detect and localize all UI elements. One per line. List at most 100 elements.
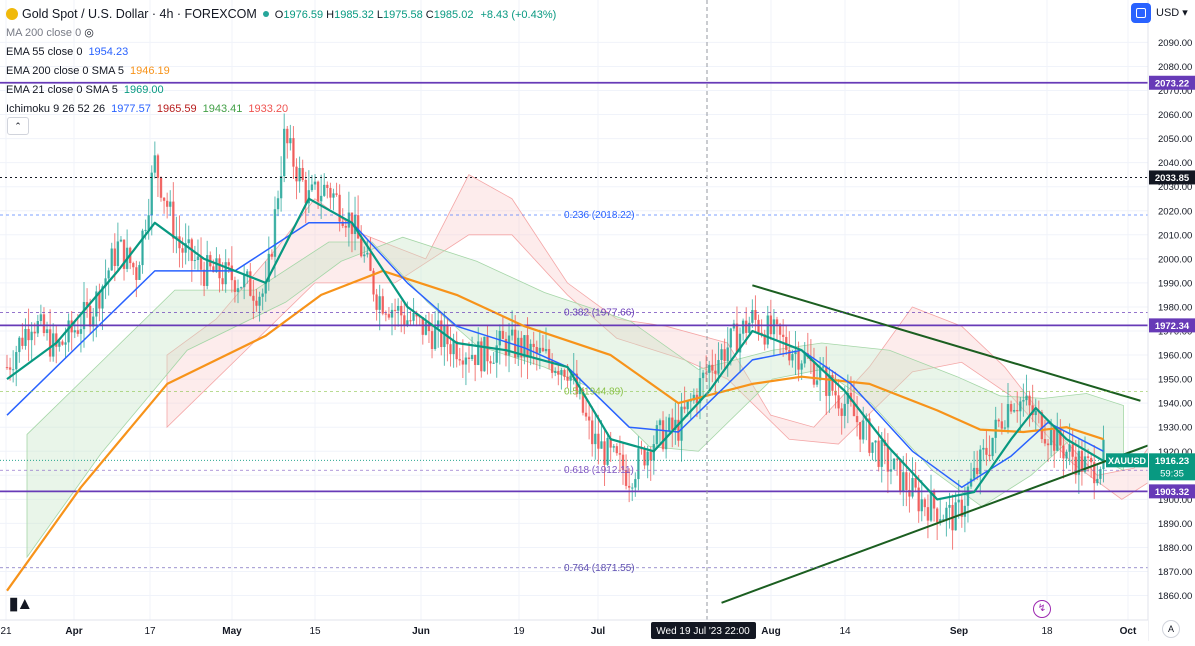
level-badge [1149, 75, 1195, 90]
candle-body [905, 472, 908, 490]
price-tick-label: 2040.00 [1158, 158, 1192, 169]
candle-body [67, 320, 70, 343]
candle-body [73, 330, 76, 333]
compare-button[interactable] [1131, 3, 1151, 23]
candle-body [914, 478, 917, 488]
candle-body [886, 445, 890, 472]
candle-body [655, 425, 659, 445]
candle-body [507, 335, 511, 356]
candle-body [319, 195, 323, 202]
candle-body [942, 519, 945, 521]
ema55-line[interactable] [6, 222, 1104, 489]
price-tick-label: 1890.00 [1158, 519, 1192, 530]
candle-body [492, 362, 495, 364]
trendline-upper[interactable] [752, 284, 1141, 402]
candle-body [356, 215, 360, 239]
candle-body [600, 441, 603, 449]
candle-body [477, 341, 480, 365]
indicator-row[interactable]: EMA 200 close 0 SMA 5 1946.19 [6, 62, 556, 81]
candle-body [172, 201, 175, 239]
candle-body [550, 360, 554, 373]
candle-body [147, 215, 150, 230]
candle-body [409, 320, 412, 322]
time-tick-label: Apr [65, 626, 82, 637]
hidden-eye-icon[interactable]: ◎ [81, 27, 94, 39]
level-badge-label: 2073.22 [1155, 78, 1189, 89]
indicator-row[interactable]: Ichimoku 9 26 52 26 1977.57 1965.59 1943.41… [6, 100, 556, 119]
candle-body [116, 241, 120, 266]
candle-body [390, 309, 394, 318]
candle-body [412, 312, 415, 321]
indicator-label: MA 200 close 0 [6, 27, 82, 39]
candle-body [246, 271, 249, 276]
symbol-title[interactable]: Gold Spot / U.S. Dollar · 4h · FOREXCOM [22, 7, 257, 21]
candle-body [159, 177, 163, 198]
indicator-row[interactable]: EMA 55 close 0 1954.23 [6, 43, 556, 62]
candle-body [360, 238, 363, 257]
candle-body [276, 198, 280, 210]
chart-legend: Gold Spot / U.S. Dollar · 4h · FOREXCOM O… [6, 5, 556, 119]
candle-body [363, 254, 366, 257]
candle-body [763, 334, 766, 345]
indicator-row[interactable]: EMA 21 close 0 SMA 5 1969.00 [6, 81, 556, 100]
candle-body [902, 472, 905, 492]
time-axis[interactable] [0, 620, 1148, 641]
candle-body [1086, 456, 1090, 458]
auto-scale-button[interactable]: A [1162, 620, 1180, 638]
candle-body [224, 262, 227, 285]
candle-body [621, 454, 625, 471]
candle-body [289, 138, 292, 144]
flash-icon[interactable]: ↯ [1033, 600, 1051, 618]
candle-body [738, 333, 742, 353]
tradingview-logo: ▮▲ [9, 594, 33, 613]
candle-body [624, 470, 628, 486]
candle-body [184, 243, 187, 253]
time-tick-label: 14 [839, 626, 851, 637]
candle-body [55, 333, 58, 347]
indicator-row[interactable]: MA 200 close 0 ◎ [6, 24, 556, 43]
time-tick-label: 19 [513, 626, 525, 637]
price-tick-label: 2090.00 [1158, 38, 1192, 49]
candle-body [326, 184, 329, 188]
candle-body [822, 366, 825, 368]
candle-body [1053, 429, 1056, 451]
candle-body [748, 322, 751, 333]
candle-body [1019, 401, 1022, 412]
candle-body [877, 440, 880, 467]
candle-body [1056, 427, 1059, 451]
candle-body [473, 354, 477, 365]
candle-body [1102, 439, 1105, 470]
candle-body [532, 343, 535, 347]
candle-body [563, 370, 566, 377]
currency-selector[interactable]: USD ▾ [1156, 7, 1188, 19]
ema21-line[interactable] [6, 197, 1105, 501]
candle-body [430, 331, 434, 349]
candle-body [295, 166, 298, 182]
candle-body [572, 373, 575, 376]
level-badge-label: 2033.85 [1155, 173, 1190, 184]
candle-body [113, 248, 116, 266]
trendline-lower[interactable] [721, 438, 1166, 604]
symbol-badge-label: XAUUSD [1108, 456, 1147, 466]
candle-body [264, 281, 267, 294]
candle-body [766, 315, 769, 345]
candle-body [683, 406, 686, 410]
candle-body [985, 447, 988, 455]
candle-body [711, 364, 714, 371]
candle-body [1022, 400, 1025, 402]
ema200-line[interactable] [6, 269, 1104, 592]
ohlc-c: C1985.02 [425, 9, 474, 21]
candle-body [1065, 451, 1068, 459]
collapse-legend-button[interactable]: ⌃ [7, 117, 29, 135]
time-tick-label: 21 [0, 626, 12, 637]
candle-body [338, 194, 341, 222]
candle-body [95, 291, 98, 317]
candle-body [381, 296, 384, 314]
candle-body [384, 313, 388, 315]
candle-body [911, 478, 914, 497]
candle-body [433, 327, 437, 349]
candle-body [24, 328, 27, 346]
candle-body [1068, 444, 1071, 452]
